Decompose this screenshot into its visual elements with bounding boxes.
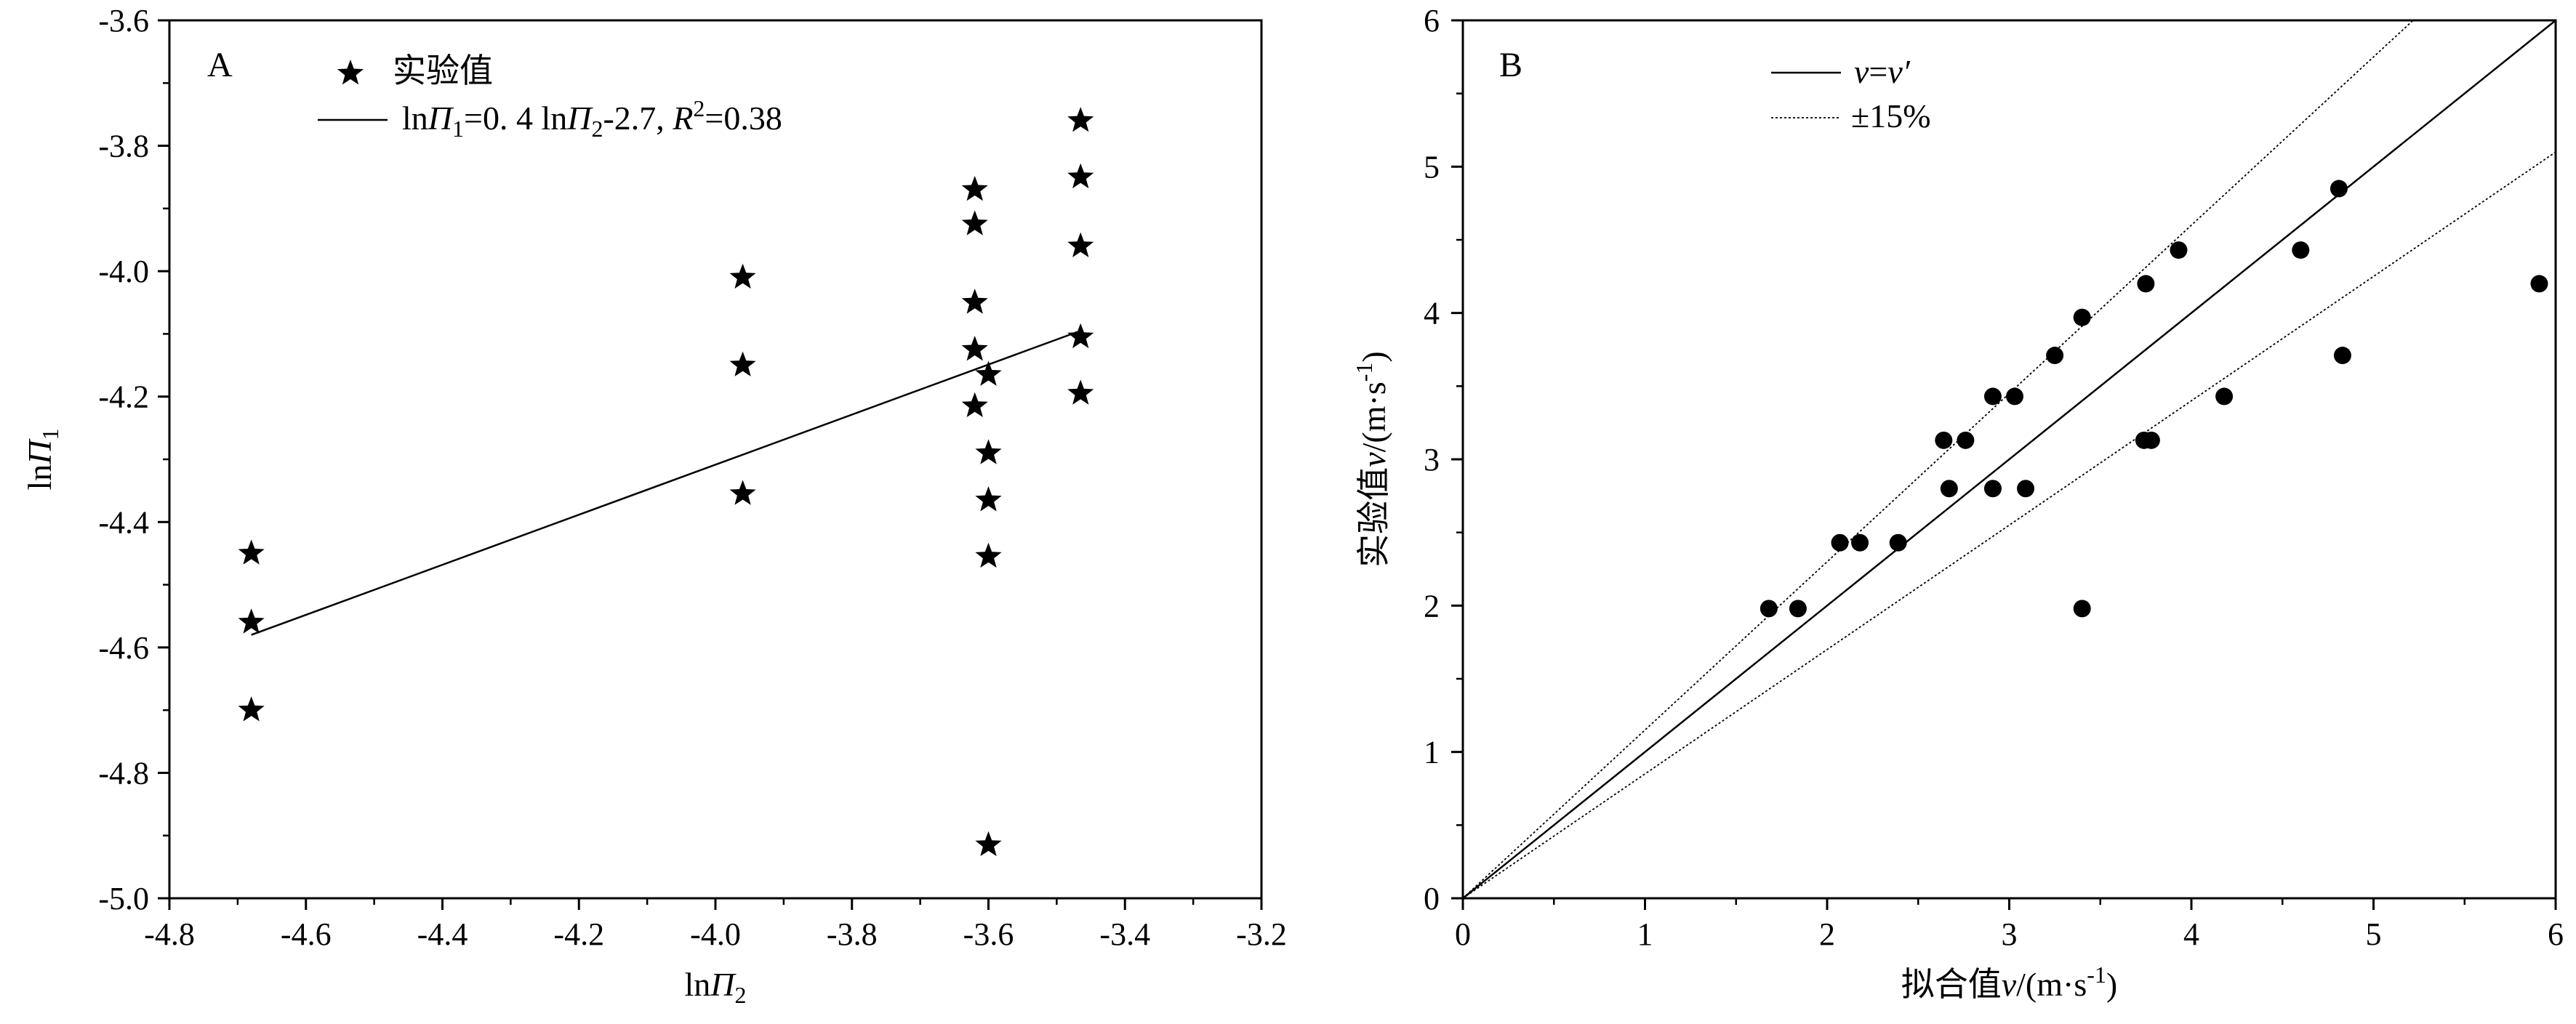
data-point-star <box>961 336 988 361</box>
data-point-circle <box>1789 600 1807 618</box>
panel-label-a: A <box>207 46 233 84</box>
tolerance-line <box>1463 20 2415 898</box>
data-point-star <box>961 392 988 417</box>
x-tick-label: 4 <box>2183 916 2199 952</box>
data-point-circle <box>2142 431 2160 449</box>
y-tick-label: 4 <box>1424 296 1440 331</box>
data-point-star <box>729 263 756 289</box>
data-point-star <box>961 176 988 201</box>
x-tick-label: 5 <box>2366 916 2382 952</box>
data-point-star <box>1067 323 1094 349</box>
y-tick-label: 1 <box>1424 735 1440 770</box>
x-tick-label: 0 <box>1455 916 1471 952</box>
data-point-circle <box>2170 241 2188 259</box>
y-axis-label: lnΠ1 <box>21 428 63 490</box>
data-point-circle <box>2137 275 2155 293</box>
y-tick-label: 0 <box>1424 881 1440 916</box>
legend-label-identity: v=v′ <box>1854 53 1911 90</box>
data-point-circle <box>2330 180 2348 198</box>
data-point-star <box>961 289 988 314</box>
y-tick-label: -4.4 <box>98 504 149 540</box>
x-tick-label: 6 <box>2548 916 2564 952</box>
data-point-circle <box>2017 480 2035 498</box>
y-tick-label: -3.6 <box>98 3 149 39</box>
y-tick-label: -4.8 <box>98 755 149 791</box>
data-point-star <box>1067 379 1094 405</box>
data-point-star <box>729 351 756 376</box>
x-axis-label: 拟合值v/(m·s-1) <box>1901 961 2118 1003</box>
reference-lines <box>1463 20 2556 898</box>
x-tick-label: -4.6 <box>281 916 332 952</box>
x-tick-label: -3.8 <box>827 916 878 952</box>
data-point-circle <box>2215 387 2234 406</box>
legend-label-tolerance: ±15% <box>1851 97 1931 134</box>
data-point-circle <box>1940 480 1958 498</box>
y-tick-label: 2 <box>1424 588 1440 624</box>
y-tick-label: -4.2 <box>98 379 149 415</box>
data-point-star <box>729 480 756 505</box>
data-point-star <box>238 696 265 722</box>
data-point-star <box>1067 163 1094 189</box>
panel-b-chart: 0 1 2 3 4 5 6 0 1 2 3 4 5 6 拟合值v/(m·s-1) 实验值v/(m·s-1) B v… <box>1351 3 2564 1003</box>
x-tick-label: -4.0 <box>690 916 741 952</box>
x-tick-label: -4.8 <box>144 916 195 952</box>
fit-line <box>251 329 1081 636</box>
data-point-star <box>975 486 1002 512</box>
data-point-circle <box>2006 387 2024 406</box>
data-point-circle <box>1889 533 1907 552</box>
data-point-star <box>975 360 1002 386</box>
y-tick-label: 6 <box>1424 3 1440 39</box>
tolerance-line <box>1463 151 2556 898</box>
x-tick-label: -3.6 <box>963 916 1014 952</box>
y-tick-label: 3 <box>1424 442 1440 477</box>
data-point-circle <box>2530 275 2548 293</box>
data-point-star <box>1067 232 1094 257</box>
data-point-star <box>961 210 988 235</box>
data-point-circle <box>1831 533 1849 552</box>
x-tick-label: -3.2 <box>1236 916 1287 952</box>
identity-line <box>1463 20 2556 898</box>
y-axis-label: 实验值v/(m·s-1) <box>1351 351 1392 568</box>
x-tick-label: -4.2 <box>553 916 604 952</box>
data-point-circle <box>2333 347 2351 365</box>
data-point-circle <box>2073 600 2091 618</box>
panel-label-b: B <box>1499 46 1522 84</box>
data-point-circle <box>2292 241 2310 259</box>
data-point-star <box>975 439 1002 464</box>
data-point-star <box>238 608 265 634</box>
x-tick-label: -3.4 <box>1099 916 1150 952</box>
x-tick-label: 3 <box>2002 916 2018 952</box>
data-point-star <box>1067 107 1094 132</box>
legend-label-experimental: 实验值 <box>393 52 493 89</box>
y-tick-label: -4.0 <box>98 254 149 289</box>
data-point-circle <box>1935 431 1953 449</box>
x-tick-label: 1 <box>1637 916 1653 952</box>
data-point-circle <box>1851 533 1869 552</box>
data-point-star <box>975 831 1002 856</box>
x-tick-label: 2 <box>1819 916 1835 952</box>
plot-frame <box>168 19 1263 900</box>
x-tick-label: -4.4 <box>417 916 468 952</box>
data-point-circle <box>2046 347 2064 365</box>
data-point-star <box>238 539 265 565</box>
legend-label-fit: lnΠ1=0. 4 lnΠ2-2.7, R2=0.38 <box>402 95 782 142</box>
y-tick-label: -4.6 <box>98 630 149 666</box>
data-point-circle <box>1760 600 1778 618</box>
y-tick-label: 5 <box>1424 149 1440 185</box>
panel-a-chart: -4.8 -4.6 -4.4 -4.2 -4.0 -3.8 -3.6 -3.4 -3.2 -5.0… <box>21 3 1287 1008</box>
x-axis-label: lnΠ2 <box>684 966 746 1008</box>
data-point-circle <box>2073 308 2091 326</box>
legend-star-marker <box>337 60 364 85</box>
data-point-circle <box>1957 431 1975 449</box>
data-point-circle <box>1983 480 2002 498</box>
y-tick-label: -3.8 <box>98 129 149 164</box>
data-point-circle <box>1983 387 2002 406</box>
y-tick-label: -5.0 <box>98 881 149 916</box>
data-point-star <box>975 542 1002 568</box>
